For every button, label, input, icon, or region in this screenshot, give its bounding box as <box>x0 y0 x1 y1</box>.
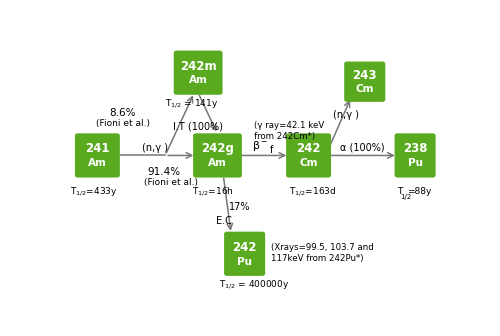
Text: 238: 238 <box>403 142 427 156</box>
FancyBboxPatch shape <box>174 50 222 95</box>
Text: (n,γ ): (n,γ ) <box>142 143 168 153</box>
Text: 17%: 17% <box>229 202 250 212</box>
Text: f: f <box>270 145 274 155</box>
Text: 243: 243 <box>352 69 377 82</box>
Text: Cm: Cm <box>300 158 318 168</box>
Text: E.C: E.C <box>216 216 232 226</box>
Text: 241: 241 <box>85 142 110 156</box>
Text: Cm: Cm <box>356 84 374 94</box>
Text: 8.6%: 8.6% <box>110 108 136 118</box>
Text: 242: 242 <box>296 142 321 156</box>
Text: 1/2: 1/2 <box>400 194 411 200</box>
Text: β$^-$: β$^-$ <box>252 139 268 154</box>
Text: Am: Am <box>88 158 107 168</box>
Text: (Fioni et al.): (Fioni et al.) <box>144 178 198 187</box>
FancyBboxPatch shape <box>344 61 386 102</box>
Text: (Xrays=99.5, 103.7 and
117keV from 242Pu*): (Xrays=99.5, 103.7 and 117keV from 242Pu… <box>270 243 374 263</box>
Text: Pu: Pu <box>237 256 252 266</box>
Text: T$_{1/2}$=433y: T$_{1/2}$=433y <box>70 185 118 198</box>
Text: T$_{1/2}$ = 400000y: T$_{1/2}$ = 400000y <box>220 279 290 291</box>
Text: Am: Am <box>208 158 227 168</box>
Text: α (100%): α (100%) <box>340 143 385 153</box>
Text: I.T (100%): I.T (100%) <box>173 121 223 131</box>
Text: T$_{1/2}$=16h: T$_{1/2}$=16h <box>192 185 234 198</box>
Text: Am: Am <box>188 75 208 85</box>
Text: T$_{1/2}$ = 141y: T$_{1/2}$ = 141y <box>165 97 218 110</box>
FancyBboxPatch shape <box>193 133 242 177</box>
Text: (n,γ ): (n,γ ) <box>332 110 358 120</box>
Text: T$_{1/2}$=163d: T$_{1/2}$=163d <box>289 185 336 198</box>
Text: (γ ray=42.1 keV
from 242Cm*): (γ ray=42.1 keV from 242Cm*) <box>254 121 324 140</box>
Text: T: T <box>397 187 402 196</box>
FancyBboxPatch shape <box>394 133 436 177</box>
Text: (Fioni et al.): (Fioni et al.) <box>96 119 150 128</box>
Text: 91.4%: 91.4% <box>147 167 180 177</box>
FancyBboxPatch shape <box>286 133 331 177</box>
Text: 242: 242 <box>232 241 257 254</box>
Text: 242m: 242m <box>180 60 216 73</box>
FancyBboxPatch shape <box>224 232 265 276</box>
Text: =88y: =88y <box>406 187 431 196</box>
Text: 242g: 242g <box>201 142 234 156</box>
Text: Pu: Pu <box>408 158 422 168</box>
FancyBboxPatch shape <box>75 133 120 177</box>
